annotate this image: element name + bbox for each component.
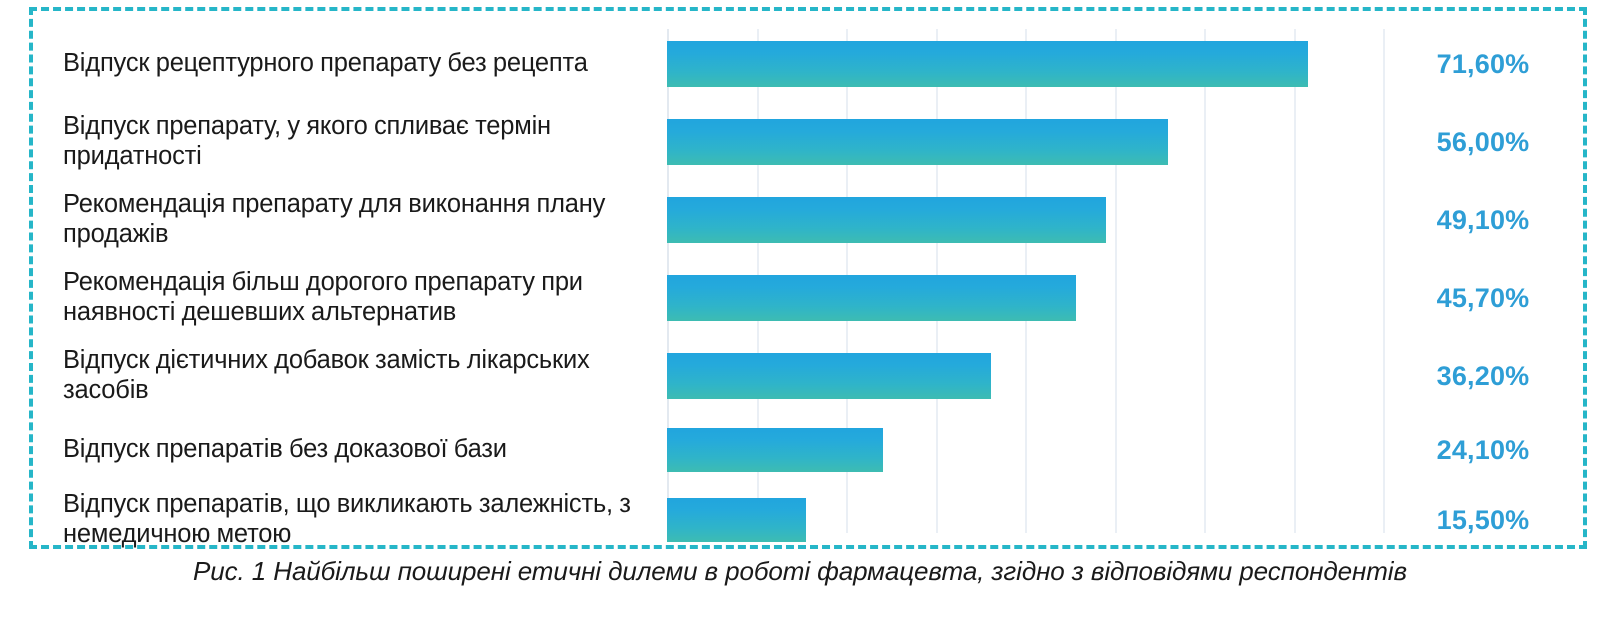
category-label-column: Відпуск рецептурного препарату без рецеп… [33, 25, 667, 548]
chart-row: Відпуск препарату, у якого спливає термі… [63, 103, 657, 181]
chart-row: 45,70% [1383, 259, 1583, 337]
chart-row: 71,60% [1383, 25, 1583, 103]
chart-row [667, 415, 1383, 485]
bar [667, 119, 1169, 165]
chart-row: Відпуск дієтичних добавок замість лікарс… [63, 337, 657, 415]
value-label: 49,10% [1436, 204, 1530, 235]
value-label: 24,10% [1436, 434, 1530, 465]
category-label: Відпуск препарату, у якого спливає термі… [63, 112, 551, 170]
chart-row: 36,20% [1383, 337, 1583, 415]
bar-track [667, 25, 1383, 103]
figure-caption: Рис. 1 Найбільш поширені етичні дилеми в… [193, 556, 1407, 586]
value-label: 56,00% [1436, 126, 1530, 157]
bar-track [667, 103, 1383, 181]
bar [667, 498, 806, 542]
bar [667, 197, 1107, 243]
chart-row: 49,10% [1383, 181, 1583, 259]
chart-row: 24,10% [1383, 415, 1583, 485]
value-label-column: 71,60% 56,00% 49,10% 45,70% 36,20% 24,10… [1383, 25, 1583, 535]
value-label: 45,70% [1436, 282, 1530, 313]
bar-track [667, 485, 1383, 555]
chart-row [667, 25, 1383, 103]
category-label: Відпуск рецептурного препарату без рецеп… [63, 49, 588, 78]
chart-row: Відпуск препаратів, що викликають залежн… [63, 485, 657, 555]
chart-row: Відпуск препаратів без доказової бази [63, 415, 657, 485]
chart-row [667, 259, 1383, 337]
chart-row: 56,00% [1383, 103, 1583, 181]
chart-row: Рекомендація більш дорогого препарату пр… [63, 259, 657, 337]
bar [667, 353, 991, 399]
chart-row: Відпуск рецептурного препарату без рецеп… [63, 25, 657, 103]
bar-track [667, 181, 1383, 259]
value-label: 15,50% [1436, 504, 1530, 535]
chart-row [667, 103, 1383, 181]
category-label: Відпуск препаратів без доказової бази [63, 435, 507, 464]
chart-row [667, 485, 1383, 555]
bar [667, 428, 883, 472]
plot-area [667, 25, 1385, 542]
category-label: Відпуск дієтичних добавок замість лікарс… [63, 346, 590, 404]
chart-row [667, 337, 1383, 415]
chart-row: 15,50% [1383, 485, 1583, 555]
chart-inner: Відпуск рецептурного препарату без рецеп… [33, 11, 1583, 548]
category-label: Рекомендація препарату для виконання пла… [63, 190, 606, 248]
chart-row: Рекомендація препарату для виконання пла… [63, 181, 657, 259]
chart-row [667, 181, 1383, 259]
bar-track [667, 337, 1383, 415]
bar [667, 275, 1076, 321]
value-label: 71,60% [1436, 48, 1530, 79]
bar [667, 41, 1308, 87]
chart-frame: Відпуск рецептурного препарату без рецеп… [29, 7, 1587, 549]
value-label: 36,20% [1436, 360, 1530, 391]
bar-track [667, 415, 1383, 485]
category-label: Відпуск препаратів, що викликають залежн… [63, 490, 631, 548]
category-label: Рекомендація більш дорогого препарату пр… [63, 268, 583, 326]
bar-track [667, 259, 1383, 337]
